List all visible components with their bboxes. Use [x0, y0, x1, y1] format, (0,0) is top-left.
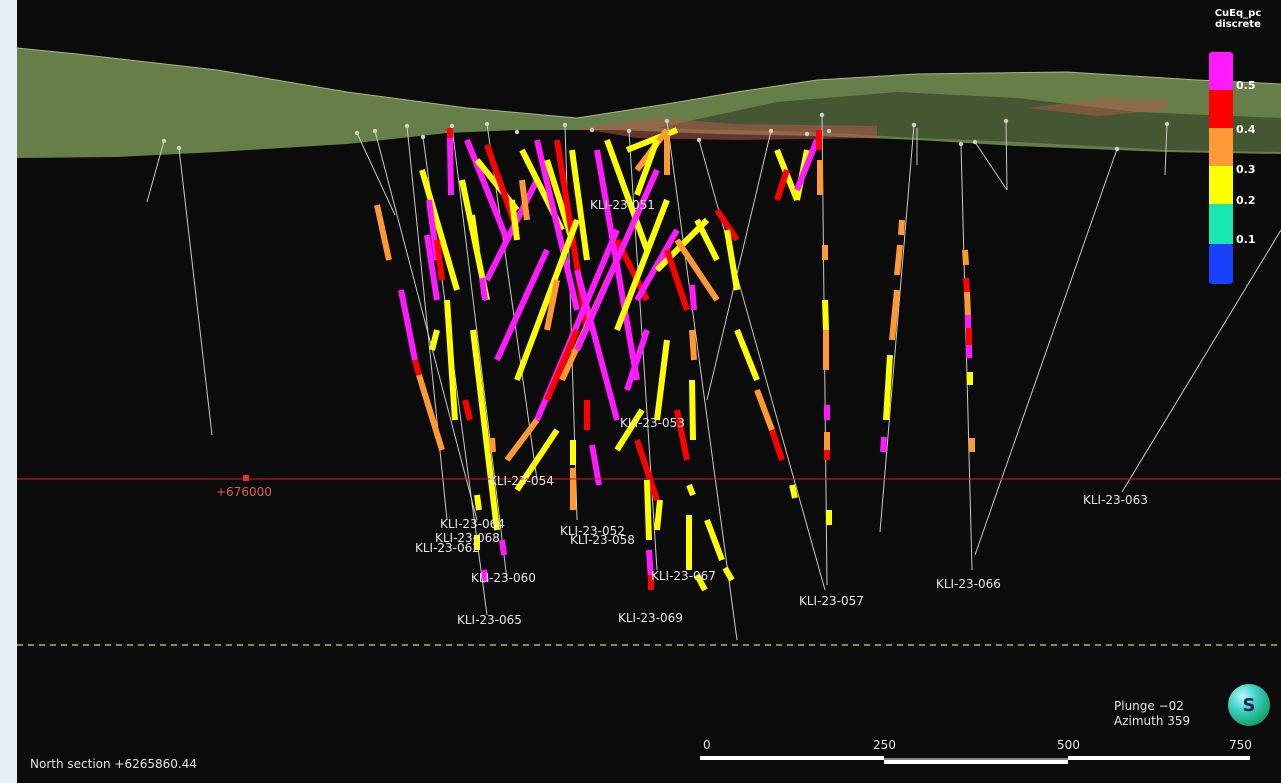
- legend-title: CuEq_pc discrete: [1214, 8, 1262, 30]
- hole-label-067: KLI-23-067: [651, 569, 716, 583]
- legend-value-4: 0.1: [1236, 233, 1256, 246]
- hole-label-062: KLI-23-062: [415, 541, 480, 555]
- hole-label-063: KLI-23-063: [1083, 493, 1148, 507]
- surface-outline: [17, 47, 1281, 119]
- drillhole-section-scene: [17, 47, 1281, 764]
- compass-letter: S: [1242, 694, 1256, 716]
- compass-icon[interactable]: S: [1228, 684, 1270, 726]
- drill-traces: [146, 114, 1281, 641]
- surface-red-patch-2: [1027, 98, 1167, 116]
- hole-label-068: KLI-23-068: [435, 531, 500, 545]
- hole-label-053: KLI-23-053: [620, 416, 685, 430]
- hole-label-066: KLI-23-066: [936, 577, 1001, 591]
- legend-value-3: 0.2: [1236, 194, 1256, 207]
- hole-label-064: KLI-23-064: [440, 517, 505, 531]
- hole-label-058: KLI-23-058: [570, 533, 635, 547]
- assay-intervals: [374, 127, 975, 592]
- legend-value-2: 0.3: [1236, 163, 1256, 176]
- azimuth-text: Azimuth 359: [1114, 714, 1191, 728]
- scale-bar: [700, 756, 1250, 764]
- scale-tick-500: 500: [1057, 738, 1080, 752]
- scale-tick-0: 0: [703, 738, 711, 752]
- 3d-viewport[interactable]: KLI-23-051 KLI-23-053 KLI-23-054 KLI-23-…: [17, 0, 1281, 783]
- hole-label-069: KLI-23-069: [618, 611, 683, 625]
- north-section-label: North section +6265860.44: [30, 757, 197, 771]
- easting-marker: [243, 475, 249, 481]
- hole-label-065: KLI-23-065: [457, 613, 522, 627]
- surface-dark-band: [657, 92, 1281, 152]
- scale-tick-750: 750: [1229, 738, 1252, 752]
- legend-value-1: 0.4: [1236, 123, 1256, 136]
- hole-label-060: KLI-23-060: [471, 571, 536, 585]
- legend-value-0: 0.5: [1236, 79, 1256, 92]
- orientation-readout: Plunge −02 Azimuth 359: [1114, 699, 1190, 729]
- hole-label-052: KLI-23-052: [560, 524, 625, 538]
- legend-colorbar: [1209, 52, 1233, 284]
- hole-label-051: KLI-23-051: [590, 198, 655, 212]
- surface-red-patch: [577, 118, 877, 140]
- hole-label-054: KLI-23-054: [489, 474, 554, 488]
- plunge-text: Plunge −02: [1114, 699, 1184, 713]
- hole-label-057: KLI-23-057: [799, 594, 864, 608]
- easting-label: +676000: [216, 485, 272, 499]
- scale-tick-250: 250: [873, 738, 896, 752]
